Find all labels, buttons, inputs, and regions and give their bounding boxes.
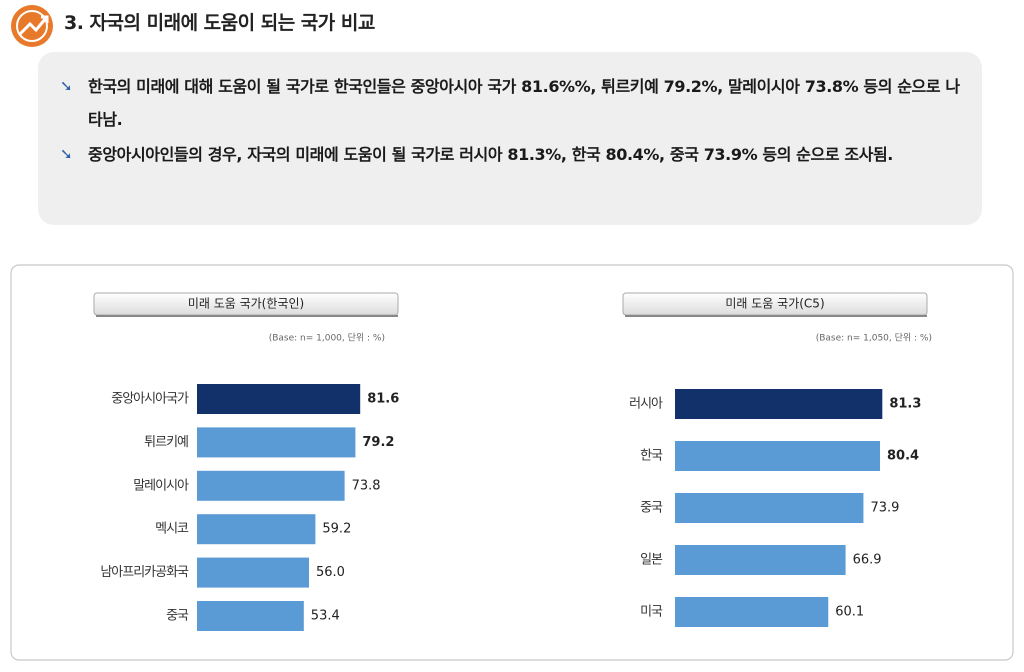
value-label: 73.8: [352, 478, 381, 493]
category-label: 일본: [640, 553, 663, 568]
value-label: 60.1: [835, 605, 864, 620]
bar: [675, 441, 881, 471]
summary-box: ➘ 한국의 미래에 대해 도움이 될 국가로 한국인들은 중앙아시아 국가 81.…: [38, 52, 982, 225]
bar: [675, 545, 846, 575]
value-label: 81.6: [367, 392, 399, 407]
chart-title: 미래 도움 국가(한국인): [188, 297, 304, 311]
category-label: 남아프리카공화국: [100, 565, 189, 580]
value-label: 66.9: [853, 553, 882, 568]
value-label: 81.3: [889, 397, 921, 412]
chart-title-button: [93, 292, 399, 316]
bar: [675, 597, 829, 627]
category-label: 러시아: [629, 397, 663, 412]
chart-subtitle: (Base: n= 1,050, 단위 : %): [816, 333, 932, 344]
summary-bullet: ➘ 중앙아시아인들의 경우, 자국의 미래에 도움이 될 국가로 러시아 81.3…: [60, 145, 893, 164]
category-label: 말레이시아: [133, 478, 189, 493]
bar: [197, 427, 356, 458]
chart-subtitle: (Base: n= 1,000, 단위 : %): [269, 333, 385, 344]
category-label: 중국: [166, 609, 189, 624]
value-label: 53.4: [311, 609, 340, 624]
category-label: 중국: [640, 501, 663, 516]
value-label: 56.0: [316, 565, 345, 580]
value-label: 59.2: [322, 522, 351, 537]
header-icon: [11, 5, 53, 47]
chart-panel: [10, 264, 1014, 661]
value-label: 80.4: [887, 449, 919, 464]
summary-bullet: ➘ 한국의 미래에 대해 도움이 될 국가로 한국인들은 중앙아시아 국가 81.…: [60, 77, 960, 129]
header-title: 3. 자국의 미래에 도움이 되는 국가 비교: [64, 12, 375, 34]
chart-title: 미래 도움 국가(C5): [725, 297, 824, 311]
bar: [675, 493, 864, 523]
category-label: 미국: [640, 605, 663, 620]
bar: [197, 557, 309, 588]
category-label: 멕시코: [155, 522, 189, 537]
bar: [675, 389, 883, 419]
bar: [197, 601, 304, 631]
bar: [197, 514, 316, 545]
bar: [197, 384, 361, 414]
bullet-text: 중앙아시아인들의 경우, 자국의 미래에 도움이 될 국가로 러시아 81.3%…: [88, 145, 893, 164]
bullet-text: 한국의 미래에 대해 도움이 될 국가로 한국인들은 중앙아시아 국가 81.6…: [88, 77, 960, 129]
value-label: 73.9: [870, 501, 899, 516]
category-label: 튀르키예: [144, 435, 188, 450]
value-label: 79.2: [362, 435, 394, 450]
category-label: 한국: [640, 449, 663, 464]
chart-title-button: [622, 292, 928, 316]
bar: [197, 470, 345, 501]
category-label: 중앙아시아국가: [111, 392, 189, 407]
